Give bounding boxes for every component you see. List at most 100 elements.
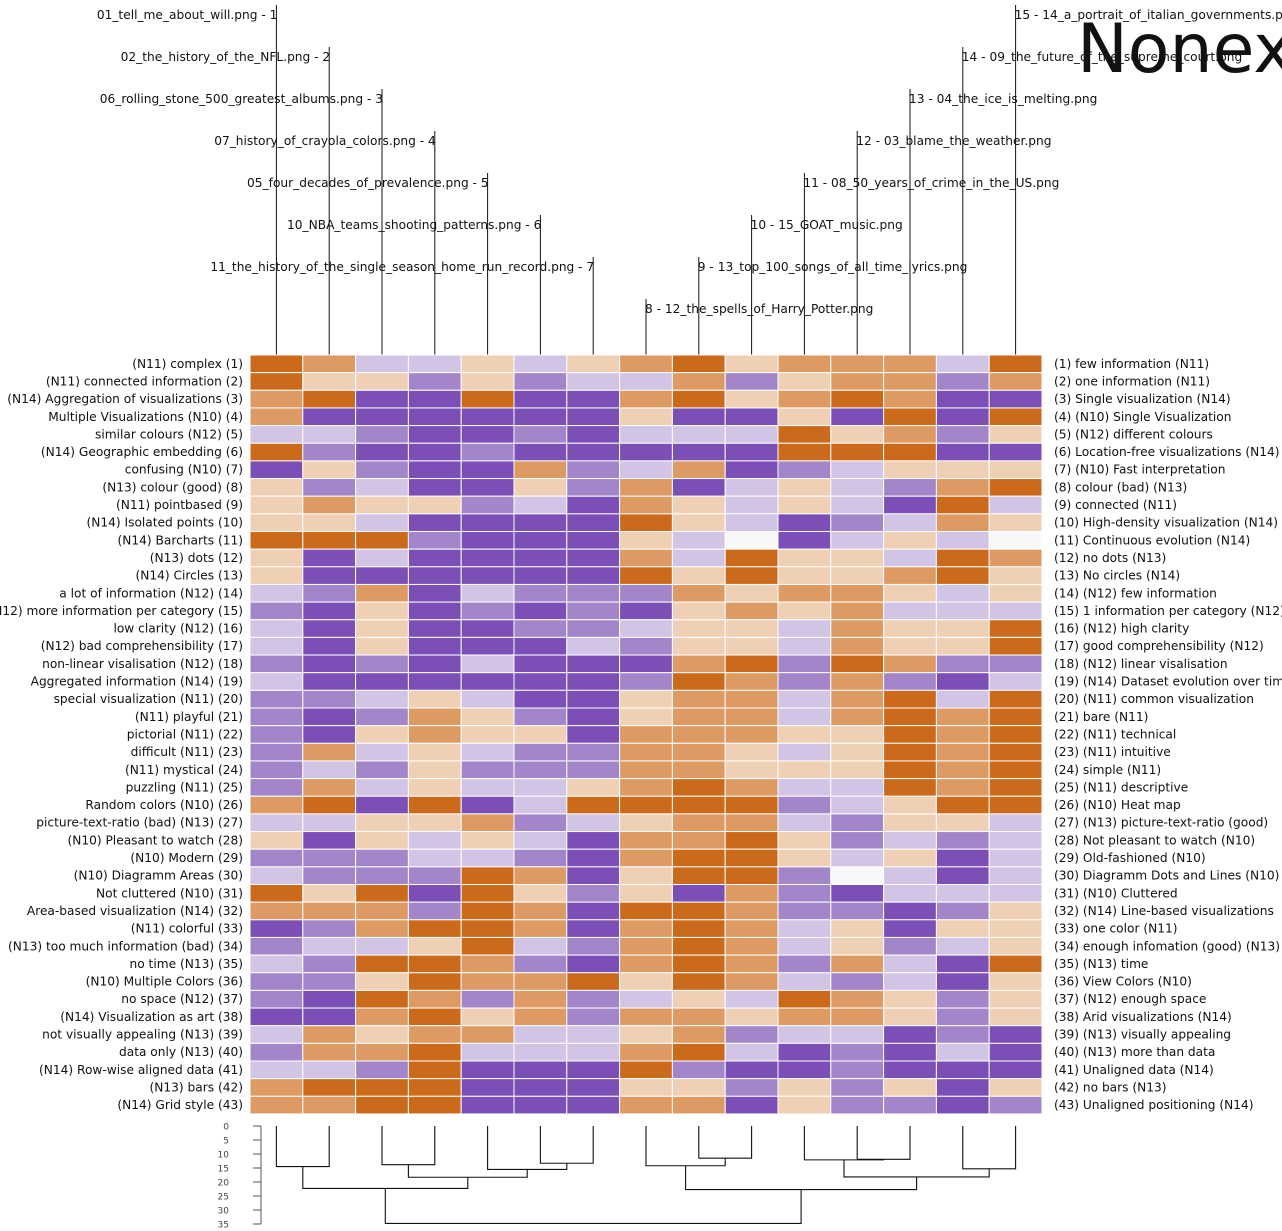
row-label-left: Not cluttered (N10) (31) xyxy=(96,886,243,900)
heat-cell xyxy=(302,848,357,868)
row-label-left: (N14) Barcharts (11) xyxy=(117,533,243,547)
heat-cell xyxy=(671,707,726,727)
heat-cell xyxy=(988,583,1043,603)
heat-cell xyxy=(566,760,621,780)
heat-cell xyxy=(249,619,304,638)
row-label-right: (39) (N13) visually appealing xyxy=(1054,1028,1231,1042)
heat-cell xyxy=(988,689,1043,709)
row-label-right: (37) (N12) enough space xyxy=(1054,992,1206,1006)
heat-cell xyxy=(407,831,462,850)
heat-cell xyxy=(566,354,621,374)
heat-cell xyxy=(883,389,937,409)
heat-cell xyxy=(883,972,937,991)
row-label-left: (N14) Circles (13) xyxy=(136,569,243,583)
heat-cell xyxy=(988,778,1043,797)
heat-cell xyxy=(619,354,673,374)
row-label-right: (33) one color (N11) xyxy=(1054,922,1177,936)
heat-cell xyxy=(619,495,673,515)
heat-cell xyxy=(724,866,779,885)
heat-cell xyxy=(619,636,673,656)
heat-cell xyxy=(777,654,832,674)
heat-cell xyxy=(513,707,568,727)
heat-cell xyxy=(355,760,409,780)
heat-cell xyxy=(724,936,779,956)
column-label: 05_four_decades_of_prevalence.png - 5 xyxy=(247,176,489,190)
heat-cell xyxy=(988,478,1043,497)
heat-cell xyxy=(777,1007,832,1027)
heat-cell xyxy=(883,548,937,568)
heat-cell xyxy=(513,1095,568,1115)
heat-cell xyxy=(671,901,726,921)
heat-cell xyxy=(249,478,304,497)
heat-cell xyxy=(249,566,304,585)
heat-cell xyxy=(671,478,726,497)
dendrogram-scale: 0 5 10 15 20 25 30 35 xyxy=(218,1123,262,1231)
heat-cell xyxy=(355,919,409,938)
dendrogram-link xyxy=(539,1126,594,1164)
heat-cell xyxy=(302,1078,357,1097)
heat-cell xyxy=(355,795,409,815)
heat-cell xyxy=(883,742,937,762)
heat-cell xyxy=(249,1007,304,1027)
heat-cell xyxy=(407,601,462,621)
heat-cell xyxy=(302,1095,357,1115)
heat-cell xyxy=(619,760,673,780)
heat-cell xyxy=(830,742,885,762)
heat-cell xyxy=(407,1025,462,1044)
heat-cell xyxy=(513,601,568,621)
heat-cell xyxy=(935,919,990,938)
heat-cell xyxy=(513,972,568,991)
heat-cell xyxy=(883,936,937,956)
heat-cell xyxy=(249,954,304,974)
row-label-left: similar colours (N12) (5) xyxy=(95,427,243,441)
heat-cell xyxy=(566,619,621,638)
heat-cell xyxy=(566,831,621,850)
heat-cell xyxy=(302,760,357,780)
heat-cell xyxy=(988,831,1043,850)
row-label-right: (29) Old-fashioned (N10) xyxy=(1054,851,1206,865)
heat-cell xyxy=(619,989,673,1009)
row-label-left: (N11) connected information (2) xyxy=(46,374,243,388)
heat-cell xyxy=(883,1025,937,1044)
heat-cell xyxy=(566,866,621,885)
heat-cell xyxy=(249,460,304,480)
heat-cell xyxy=(830,689,885,709)
heat-cell xyxy=(355,707,409,727)
heat-cell xyxy=(724,636,779,656)
heat-cell xyxy=(566,848,621,868)
heat-cell xyxy=(671,1007,726,1027)
heat-cell xyxy=(883,831,937,850)
heat-cell xyxy=(830,725,885,744)
heat-cell xyxy=(460,548,515,568)
row-label-right: (32) (N14) Line-based visualizations xyxy=(1054,904,1274,918)
heat-cell xyxy=(407,531,462,550)
heat-cell xyxy=(777,760,832,780)
heat-cell xyxy=(724,954,779,974)
dendrogram-scale-label: 15 xyxy=(218,1165,229,1175)
heat-cell xyxy=(935,1025,990,1044)
row-label-left: confusing (N10) (7) xyxy=(125,463,243,477)
heat-cell xyxy=(407,566,462,585)
heat-cell xyxy=(883,707,937,727)
heat-cell xyxy=(249,936,304,956)
heat-cell xyxy=(988,1007,1043,1027)
column-label: 12 - 03_blame_the_weather.png xyxy=(856,134,1051,148)
heat-cell xyxy=(724,425,779,444)
heat-cell xyxy=(619,407,673,427)
heat-cell xyxy=(407,848,462,868)
heat-cell xyxy=(407,619,462,638)
heat-cell xyxy=(302,636,357,656)
heat-cell xyxy=(777,495,832,515)
heat-cell xyxy=(355,989,409,1009)
heat-cell xyxy=(566,725,621,744)
heat-cell xyxy=(671,742,726,762)
heat-cell xyxy=(460,672,515,691)
heat-cell xyxy=(355,583,409,603)
row-label-right: (5) (N12) different colours xyxy=(1054,427,1213,441)
heat-cell xyxy=(513,848,568,868)
heat-cell xyxy=(355,813,409,833)
heat-cell xyxy=(988,495,1043,515)
heat-cell xyxy=(249,725,304,744)
heat-cell xyxy=(513,725,568,744)
heat-cell xyxy=(935,619,990,638)
